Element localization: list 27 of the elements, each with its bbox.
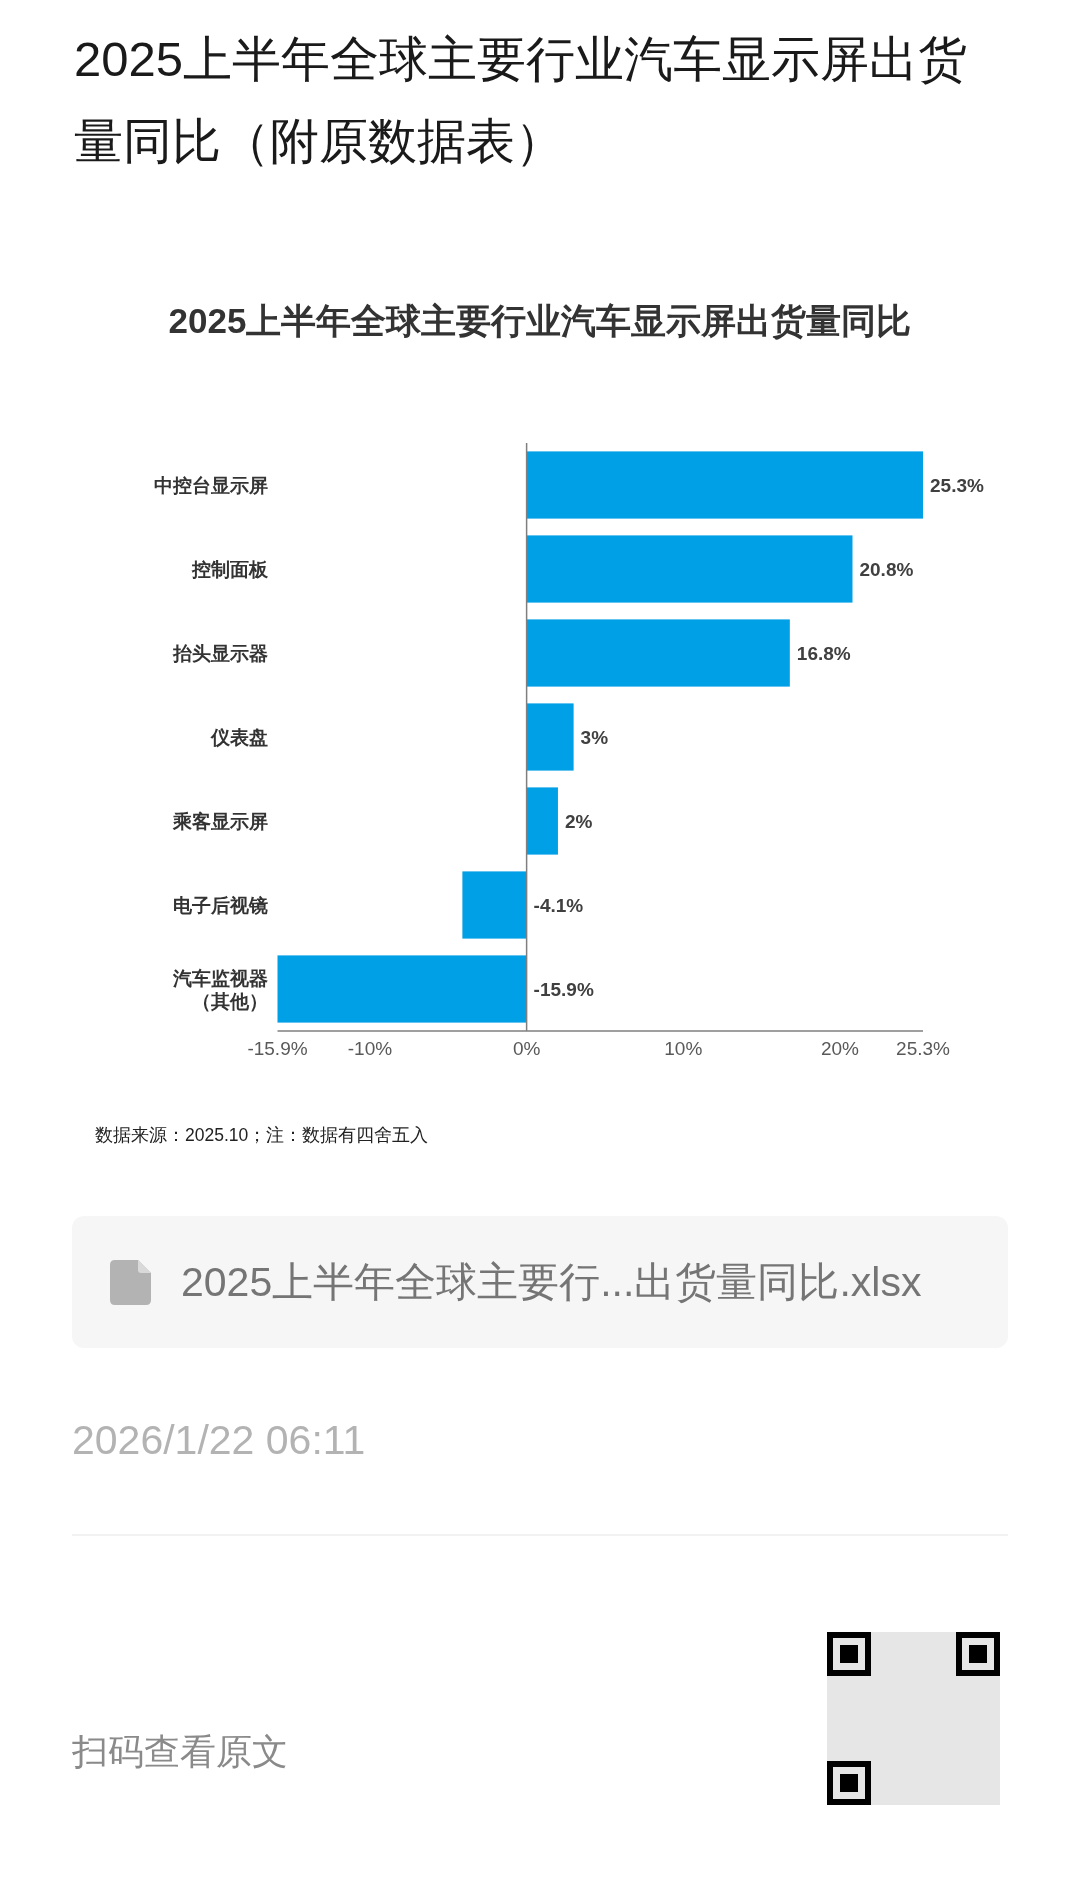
category-label: 抬头显示器	[173, 642, 268, 664]
data-label: -4.1%	[533, 894, 584, 916]
annotation: 扫码查看原文	[72, 1730, 288, 1772]
category-label: 汽车监视器	[173, 967, 268, 988]
annotation: 2025上半年全球主要行...出货量同比.xlsx	[181, 1259, 922, 1305]
data-label: 25.3%	[930, 474, 984, 496]
title: 2025上半年全球主要行业汽车显示屏出货量同比（附原数据表）	[74, 32, 967, 168]
subtitle: 2025上半年全球主要行业汽车显示屏出货量同比	[168, 300, 912, 340]
tick-label: -10%	[347, 1037, 393, 1059]
tick-label: 10%	[664, 1037, 703, 1059]
annotation: 数据来源：2025.10；注：数据有四舍五入	[95, 1125, 429, 1145]
category-label: （其他）	[192, 990, 268, 1011]
data-label: 2%	[564, 810, 593, 832]
category-label: 仪表盘	[211, 726, 268, 748]
tick-label: 25.3%	[896, 1037, 950, 1059]
data-label: 3%	[580, 726, 609, 748]
data-label: 16.8%	[796, 642, 851, 664]
annotation: 2026/1/22 06:11	[72, 1417, 366, 1463]
data-label: -15.9%	[533, 978, 594, 1000]
tick-label: 0%	[512, 1037, 541, 1059]
data-label: 20.8%	[859, 558, 914, 580]
tick-label: 20%	[820, 1037, 859, 1059]
category-label: 中控台显示屏	[154, 474, 268, 496]
category-label: 控制面板	[192, 558, 268, 580]
category-label: 电子后视镜	[173, 894, 268, 916]
category-label: 乘客显示屏	[173, 810, 268, 832]
tick-label: -15.9%	[247, 1037, 308, 1059]
